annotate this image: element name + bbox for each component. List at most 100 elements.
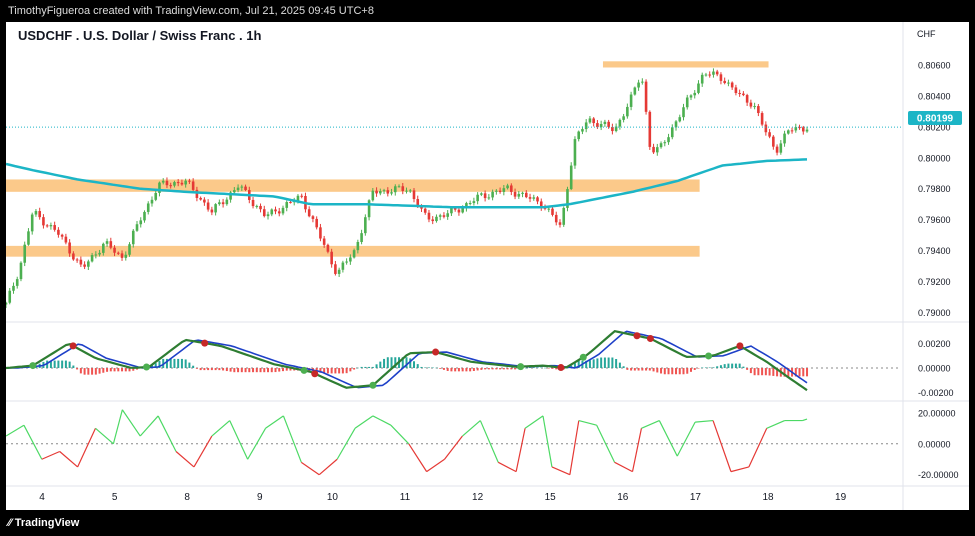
candle-down (551, 208, 554, 215)
histogram-bar (124, 368, 127, 372)
candle-down (536, 197, 539, 202)
histogram-bar (450, 368, 453, 372)
candle-up (581, 129, 584, 132)
momentum-segment (112, 409, 123, 444)
histogram-bar (379, 361, 382, 369)
price-axis[interactable]: 0.80600 0.80400 0.80200 0.80000 0.79800 0.796… (918, 61, 959, 481)
candle-down (300, 195, 304, 197)
candle-down (757, 106, 760, 114)
histogram-bar (457, 368, 460, 372)
histogram-bar (427, 367, 430, 369)
candle-up (281, 207, 285, 214)
crossover-dot (557, 364, 565, 372)
histogram-bar (68, 361, 71, 369)
histogram-bar (375, 364, 378, 369)
histogram-bar (158, 360, 161, 369)
chart-svg[interactable]: 0.80600 0.80400 0.80200 0.80000 0.79800 0.796… (4, 22, 969, 510)
histogram-bar (768, 368, 771, 376)
candle-up (626, 106, 629, 117)
histogram-bar (323, 368, 326, 374)
candle-down (57, 229, 60, 235)
histogram-bar (675, 368, 678, 375)
candle-down (277, 211, 281, 214)
time-axis[interactable]: 4 5 8 9 10 11 12 15 16 17 18 19 (39, 492, 846, 503)
histogram-bar (525, 367, 528, 369)
time-tick-label: 5 (112, 492, 118, 503)
histogram-bar (633, 368, 636, 371)
candle-up (240, 186, 244, 188)
histogram-bar (371, 366, 374, 369)
momentum-segment (426, 458, 445, 473)
histogram-bar (510, 368, 513, 370)
histogram-bar (154, 363, 157, 369)
candle-up (622, 116, 625, 120)
momentum-segment (282, 415, 302, 463)
histogram-bar (326, 368, 329, 374)
momentum-segment (497, 461, 517, 473)
histogram-bar (345, 368, 348, 374)
histogram-bar (405, 357, 408, 369)
candle-down (244, 186, 247, 191)
candle-up (4, 302, 8, 305)
candle-up (794, 127, 798, 131)
candle-down (715, 71, 719, 75)
histogram-bar (368, 366, 371, 369)
candle-down (513, 191, 517, 197)
histogram-bar (360, 366, 363, 369)
momentum-tick-label: 0.00000 (918, 439, 951, 449)
candle-down (319, 227, 322, 239)
histogram-bar (461, 368, 464, 372)
momentum-segment (157, 415, 177, 452)
candle-up (787, 130, 790, 134)
candle-up (450, 208, 453, 214)
candle-down (554, 214, 558, 223)
histogram-bar (476, 368, 479, 371)
candle-up (465, 203, 468, 209)
candle-up (371, 190, 375, 201)
candle-up (779, 143, 783, 153)
momentum-segment (524, 415, 544, 429)
last-price-label: 0.80199 (917, 114, 954, 125)
momentum-segment (695, 419, 714, 423)
candle-up (184, 180, 187, 185)
histogram-bar (742, 366, 745, 369)
histogram-bar (285, 368, 288, 371)
histogram-bar (289, 368, 292, 371)
oscillator-line (5, 330, 808, 392)
chart-area[interactable]: 0.80600 0.80400 0.80200 0.80000 0.79800 0.796… (4, 22, 969, 510)
histogram-bar (252, 368, 255, 373)
histogram-bar (203, 368, 206, 371)
candle-down (730, 82, 734, 88)
chart-title: USDCHF . U.S. Dollar / Swiss Franc . 1h (18, 28, 262, 43)
momentum-segment (515, 428, 526, 472)
candle-down (165, 180, 169, 186)
candle-up (135, 224, 139, 231)
candle-down (760, 113, 764, 125)
candle-down (423, 208, 427, 213)
momentum-segment (614, 461, 633, 473)
histogram-bar (544, 367, 547, 369)
candle-down (801, 127, 805, 132)
histogram-bar (356, 367, 359, 369)
momentum-segment (336, 428, 356, 460)
time-tick-label: 12 (472, 492, 484, 503)
histogram-bar (229, 368, 232, 372)
histogram-bar (615, 358, 618, 369)
tradingview-logo[interactable]: ⁄⁄ TradingView (0, 510, 79, 536)
candle-up (629, 94, 633, 107)
candle-up (569, 165, 573, 190)
candle-up (637, 82, 640, 88)
grid-lines (6, 22, 969, 510)
candle-up (495, 190, 498, 192)
candle-up (349, 257, 352, 262)
candle-up (727, 82, 730, 84)
candle-down (483, 193, 487, 199)
candle-up (393, 186, 397, 193)
crossover-dot (369, 381, 377, 389)
histogram-bar (555, 368, 558, 370)
histogram-bar (607, 357, 610, 369)
histogram-bar (802, 368, 805, 377)
candle-down (453, 208, 457, 210)
histogram-bar (91, 368, 94, 375)
candle-up (405, 190, 408, 192)
